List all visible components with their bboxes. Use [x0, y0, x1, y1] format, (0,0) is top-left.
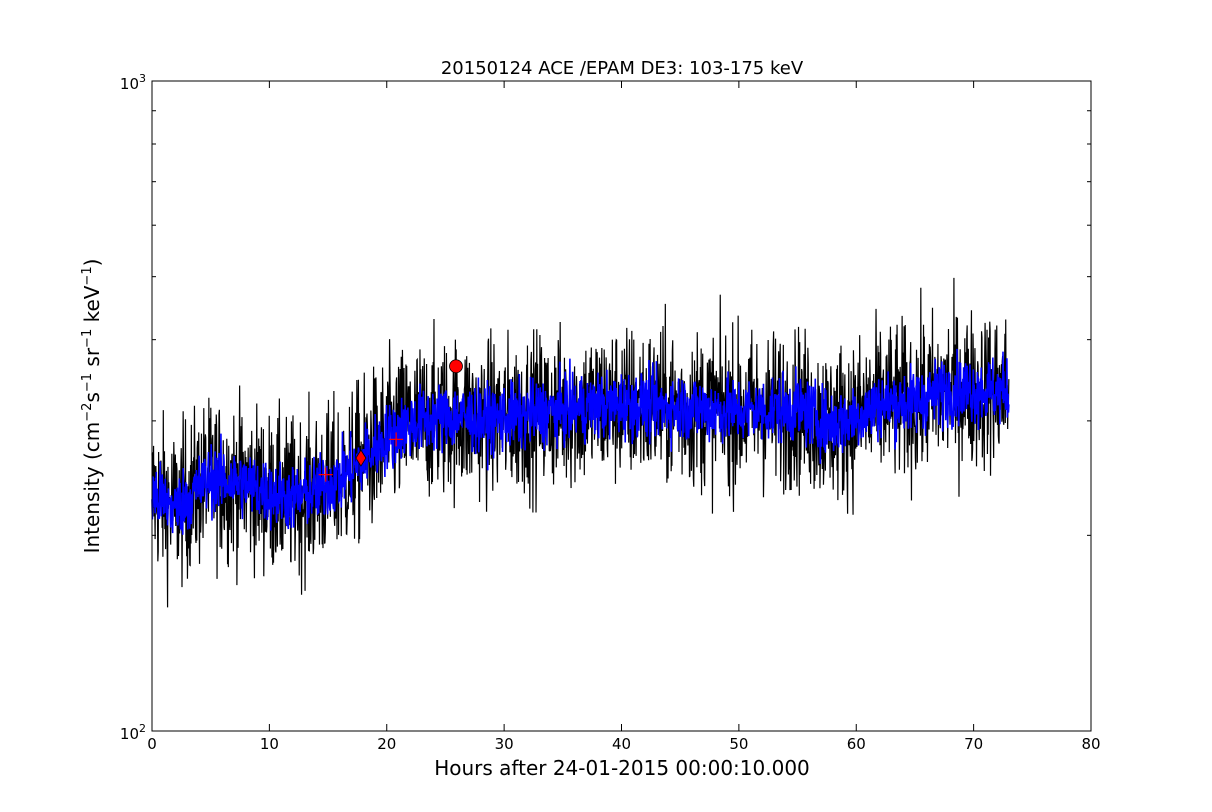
- series-line-raw: [151, 277, 1010, 608]
- series-line-smoothed: [151, 348, 1010, 535]
- data-layer: [151, 277, 1010, 608]
- x-tick-label: 10: [260, 735, 279, 753]
- marker-plus-2: [389, 432, 404, 447]
- y-axis-label: Intensity (cm−2s−1 sr−1 keV−1): [80, 259, 104, 554]
- marker-layer: [318, 359, 463, 482]
- x-tick-label: 70: [964, 735, 983, 753]
- x-tick-label: 20: [377, 735, 396, 753]
- x-tick-label: 40: [612, 735, 631, 753]
- y-tick-label-bottom: 102: [120, 722, 146, 743]
- x-axis-label: Hours after 24-01-2015 00:00:10.000: [434, 756, 810, 780]
- x-tick-label: 0: [147, 735, 157, 753]
- marker-circle-3: [449, 359, 463, 374]
- x-tick-label: 30: [495, 735, 514, 753]
- tick-layer: 0 10 20 30 40 50 60 70 80: [147, 80, 1101, 753]
- marker-diamond-1: [355, 449, 367, 467]
- marker-plus-0: [318, 467, 333, 482]
- x-tick-label: 60: [847, 735, 866, 753]
- x-tick-label: 50: [729, 735, 748, 753]
- x-tick-label: 80: [1081, 735, 1100, 753]
- y-tick-label-top: 103: [120, 72, 146, 93]
- chart-title: 20150124 ACE /EPAM DE3: 103-175 keV: [441, 58, 804, 79]
